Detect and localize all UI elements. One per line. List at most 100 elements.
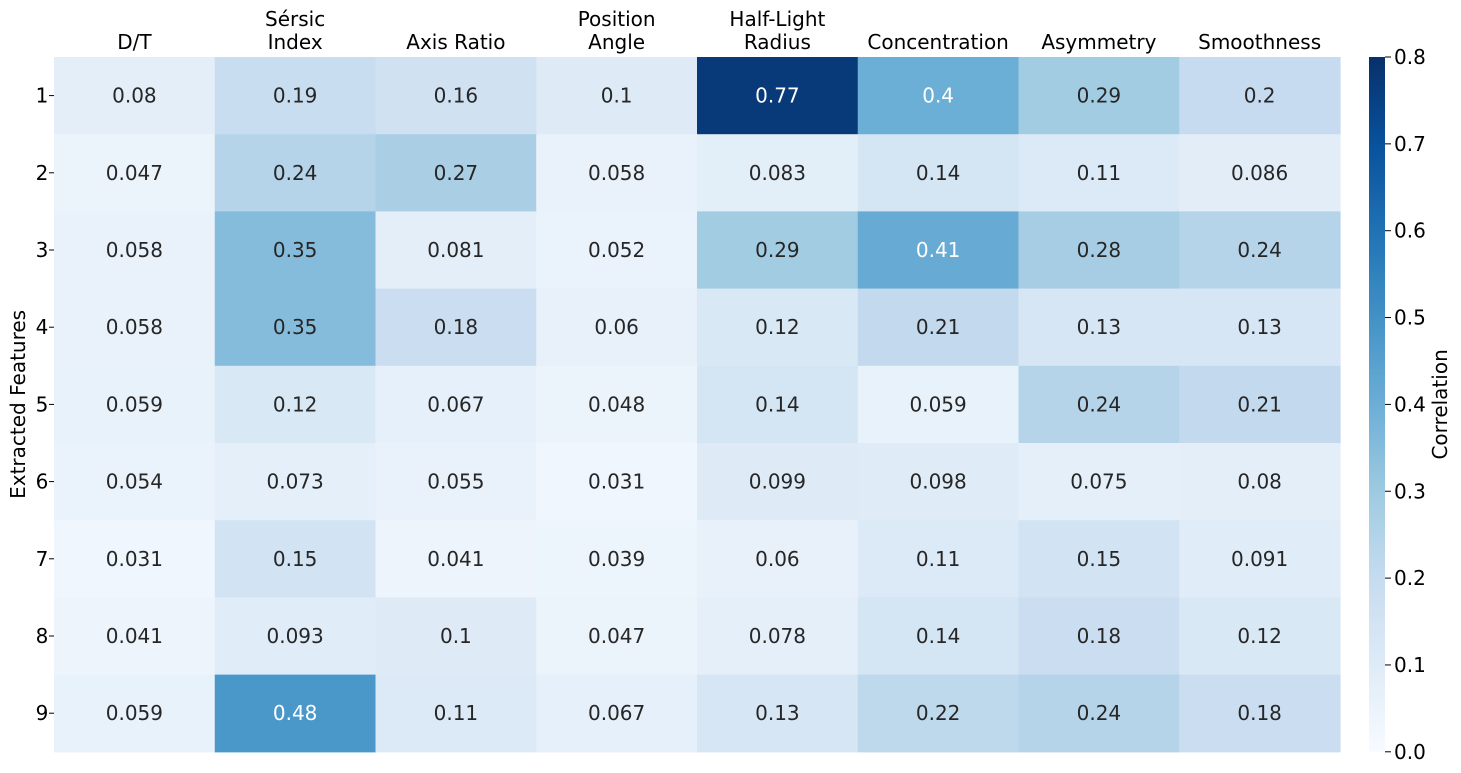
colorbar-tick-label: 0.4: [1394, 392, 1426, 416]
cell-value-label: 0.35: [273, 315, 318, 339]
cell-value-label: 0.4: [922, 84, 954, 108]
cell-value-label: 0.073: [266, 470, 323, 494]
heatmap-cell: [375, 520, 537, 598]
cell-value-label: 0.24: [1237, 238, 1282, 262]
cell-value-label: 0.13: [1237, 315, 1282, 339]
heatmap-cell: [214, 57, 377, 135]
cell-value-label: 0.1: [601, 84, 633, 108]
heatmap-cell: [214, 520, 377, 598]
column-label: Half-Light: [729, 7, 825, 31]
cell-value-label: 0.27: [434, 161, 479, 185]
cell-value-label: 0.058: [588, 161, 645, 185]
cell-value-label: 0.21: [916, 315, 961, 339]
heatmap-cell: [1179, 57, 1341, 135]
cell-value-label: 0.086: [1231, 161, 1288, 185]
heatmap-cell: [697, 597, 859, 676]
heatmap-cell: [697, 674, 859, 753]
cell-value-label: 0.031: [106, 547, 163, 571]
heatmap-cell: [375, 597, 537, 676]
heatmap-cell: [214, 134, 377, 212]
cell-value-label: 0.099: [749, 470, 806, 494]
column-label: Sérsic: [265, 7, 325, 31]
heatmap-cell: [697, 57, 859, 135]
heatmap-cell: [857, 57, 1020, 135]
heatmap-cell: [1179, 520, 1341, 598]
cell-value-label: 0.047: [588, 624, 645, 648]
cell-value-label: 0.058: [106, 315, 163, 339]
heatmap-cell: [1018, 520, 1180, 598]
row-label: 3: [36, 238, 49, 262]
heatmap-cell: [1179, 674, 1341, 753]
cell-value-label: 0.28: [1077, 238, 1122, 262]
cell-value-label: 0.18: [1237, 701, 1282, 725]
cell-value-label: 0.48: [273, 701, 318, 725]
heatmap-cell: [214, 597, 377, 676]
heatmap-cell: [1179, 443, 1341, 521]
cell-value-label: 0.054: [106, 470, 163, 494]
heatmap-cell: [214, 365, 377, 444]
column-label: D/T: [117, 30, 152, 54]
column-label: Smoothness: [1198, 30, 1321, 54]
cell-value-label: 0.08: [1237, 470, 1282, 494]
cell-value-label: 0.11: [916, 547, 961, 571]
cell-value-label: 0.24: [1077, 701, 1122, 725]
heatmap-cell: [536, 443, 698, 521]
cell-value-label: 0.041: [427, 547, 484, 571]
row-label: 4: [36, 315, 49, 339]
heatmap-cell: [857, 520, 1020, 598]
row-label: 1: [36, 84, 49, 108]
heatmap-cell: [1018, 57, 1180, 135]
heatmap-cell: [54, 57, 216, 135]
heatmap-cell: [857, 211, 1020, 290]
heatmap-cell: [857, 443, 1020, 521]
heatmap-cell: [375, 211, 537, 290]
cell-value-label: 0.29: [755, 238, 800, 262]
cell-value-label: 0.059: [909, 392, 966, 416]
cell-value-label: 0.081: [427, 238, 484, 262]
cell-value-label: 0.41: [916, 238, 961, 262]
heatmap-cell: [1018, 211, 1180, 290]
cell-value-label: 0.14: [916, 624, 961, 648]
colorbar-label: Correlation: [1428, 349, 1452, 459]
heatmap-cell: [536, 288, 698, 367]
cell-value-label: 0.055: [427, 470, 484, 494]
heatmap-cell: [1179, 134, 1341, 212]
heatmap-cell: [697, 211, 859, 290]
cell-value-label: 0.059: [106, 701, 163, 725]
cell-value-label: 0.29: [1077, 84, 1122, 108]
heatmap-cells: 0.08 0.19 0.16 0.1 0.77 0.4 0.29 0.2 0.047 0.24 0.…: [54, 57, 1341, 753]
heatmap-cell: [697, 365, 859, 444]
cell-value-label: 0.06: [755, 547, 800, 571]
heatmap-cell: [536, 597, 698, 676]
heatmap-cell: [1179, 365, 1341, 444]
heatmap-cell: [214, 674, 377, 753]
cell-value-label: 0.058: [106, 238, 163, 262]
heatmap-cell: [536, 134, 698, 212]
cell-value-label: 0.067: [427, 392, 484, 416]
heatmap-cell: [54, 365, 216, 444]
colorbar-tick-label: 0.8: [1394, 45, 1426, 69]
heatmap-cell: [857, 288, 1020, 367]
cell-value-label: 0.047: [106, 161, 163, 185]
heatmap-cell: [697, 288, 859, 367]
cell-value-label: 0.22: [916, 701, 961, 725]
heatmap-cell: [1018, 134, 1180, 212]
cell-value-label: 0.13: [1077, 315, 1122, 339]
cell-value-label: 0.18: [434, 315, 479, 339]
cell-value-label: 0.77: [755, 84, 800, 108]
heatmap-cell: [857, 134, 1020, 212]
cell-value-label: 0.078: [749, 624, 806, 648]
cell-value-label: 0.052: [588, 238, 645, 262]
cell-value-label: 0.031: [588, 470, 645, 494]
column-label: Concentration: [867, 30, 1008, 54]
heatmap-cell: [1018, 597, 1180, 676]
cell-value-label: 0.24: [1077, 392, 1122, 416]
heatmap-cell: [536, 365, 698, 444]
y-axis-label: Extracted Features: [6, 310, 30, 499]
heatmap-cell: [375, 443, 537, 521]
heatmap-cell: [214, 443, 377, 521]
heatmap-cell: [54, 597, 216, 676]
heatmap-cell: [1179, 211, 1341, 290]
